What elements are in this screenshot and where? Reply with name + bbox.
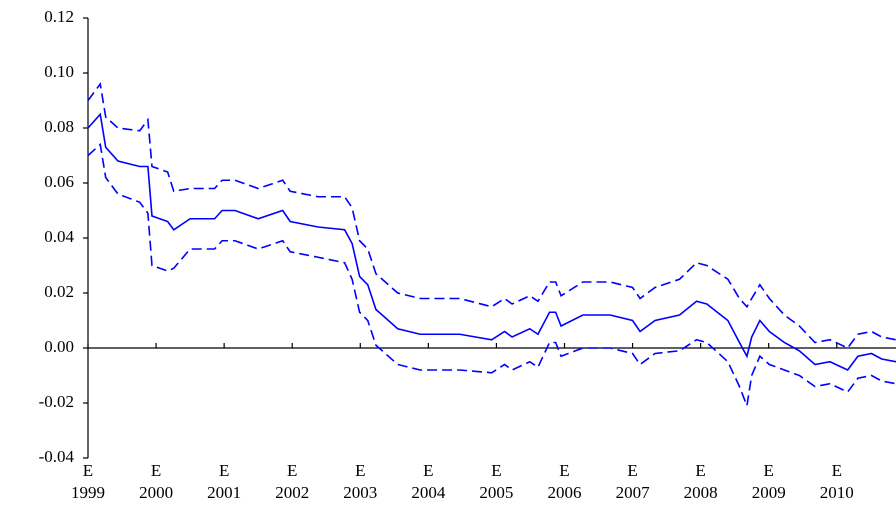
y-tick-label: 0.06 (44, 172, 74, 191)
x-tick-label: E 1999 (71, 461, 105, 502)
x-tick-label: E 2003 (343, 461, 378, 502)
x-tick-label: E 2008 (683, 461, 718, 502)
y-tick-label: 0.08 (44, 117, 74, 136)
x-tick-label: E 2009 (751, 461, 786, 502)
x-tick-label: E 2005 (479, 461, 514, 502)
y-tick-label: -0.04 (39, 447, 75, 466)
y-tick-label: 0.04 (44, 227, 74, 246)
x-tick-label: E 2000 (139, 461, 174, 502)
x-tick-label: E 2002 (275, 461, 310, 502)
y-tick-label: 0.02 (44, 282, 74, 301)
band-line (87, 142, 896, 409)
x-tick-label: E 2007 (615, 461, 650, 502)
x-tick-label: E 2001 (207, 461, 242, 502)
x-tick-label: E 2010 (819, 461, 854, 502)
band-line (87, 82, 896, 350)
y-tick-label: -0.02 (39, 392, 74, 411)
x-tick-label: E 2004 (411, 461, 446, 502)
y-tick-label: 0.00 (44, 337, 74, 356)
x-tick-label: E 2006 (547, 461, 582, 502)
y-tick-label: 0.10 (44, 62, 74, 81)
y-tick-label: 0.12 (44, 7, 74, 26)
estimate-line (87, 112, 896, 372)
